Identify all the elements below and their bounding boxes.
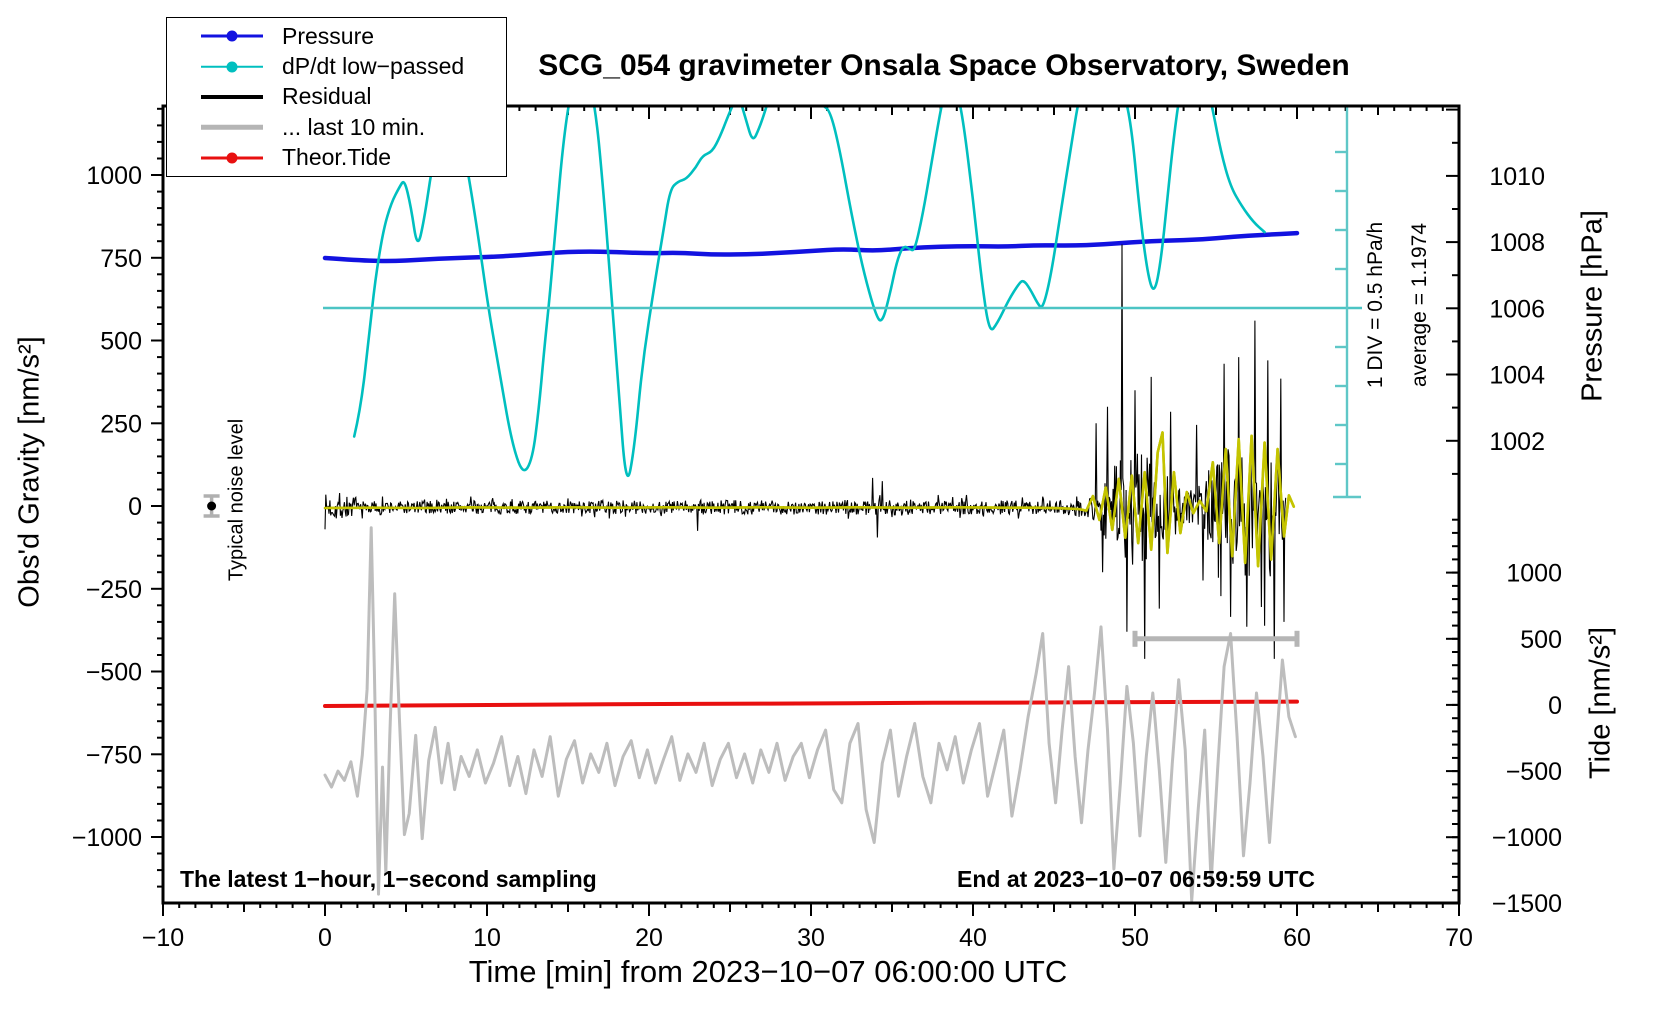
legend-sample-line bbox=[201, 90, 263, 104]
legend-sample-line bbox=[201, 151, 263, 165]
x-tick-label: 0 bbox=[318, 924, 332, 952]
end-time-note: End at 2023−10−07 06:59:59 UTC bbox=[957, 866, 1315, 892]
x-tick-label: 30 bbox=[797, 924, 825, 952]
legend-item: Pressure bbox=[167, 22, 506, 50]
legend-item-label: Pressure bbox=[282, 22, 375, 49]
gravity-axis-title: Obs'd Gravity [nm/s²] bbox=[13, 336, 46, 608]
tide-tick-label: −500 bbox=[1506, 758, 1562, 786]
gravity-tick-label: 0 bbox=[128, 493, 142, 521]
legend-item: Residual bbox=[167, 83, 506, 111]
legend-item-label: ... last 10 min. bbox=[282, 113, 426, 140]
legend-item-label: Theor.Tide bbox=[282, 144, 392, 171]
legend-item: dP/dt low−passed bbox=[167, 53, 506, 81]
dpdt-axis bbox=[323, 106, 1362, 499]
legend-item-label: Residual bbox=[282, 83, 372, 110]
pressure-tick-label: 1002 bbox=[1489, 428, 1545, 456]
dpdt-div-note: 1 DIV = 0.5 hPa/h bbox=[1364, 221, 1387, 389]
series-residual bbox=[324, 244, 1287, 659]
pressure-tick-label: 1006 bbox=[1489, 295, 1545, 323]
tide-tick-label: −1000 bbox=[1492, 824, 1562, 852]
pressure-tick-label: 1008 bbox=[1489, 229, 1545, 257]
series-residual-core bbox=[324, 431, 1295, 568]
dpdt-average-note: average = 1.1974 bbox=[1408, 222, 1431, 388]
tide-tick-label: −1500 bbox=[1492, 890, 1562, 918]
series--last-10-min- bbox=[323, 526, 1297, 903]
gravity-tick-label: −250 bbox=[86, 576, 142, 604]
legend: Pressure dP/dt low−passed Residual ... last… bbox=[166, 17, 507, 177]
x-tick-label: 20 bbox=[635, 924, 663, 952]
gravity-tick-label: 250 bbox=[100, 410, 142, 438]
pressure-axis-title: Pressure [hPa] bbox=[1576, 210, 1609, 402]
legend-dot-icon bbox=[226, 30, 238, 42]
tide-tick-label: 500 bbox=[1520, 626, 1562, 654]
tick-labels: −10 0 10 20 30 40 50 60 70 1000 750 500 250 0 −250 −500… bbox=[72, 162, 1562, 952]
tide-axis-title: Tide [nm/s²] bbox=[1584, 626, 1617, 780]
typical-noise-label: Typical noise level bbox=[225, 418, 248, 582]
legend-dot-icon bbox=[226, 61, 238, 73]
page-title: SCG_054 gravimeter Onsala Space Observat… bbox=[538, 49, 1350, 82]
x-axis-title: Time [min] from 2023−10−07 06:00:00 UTC bbox=[468, 954, 1068, 989]
gravity-tick-label: 1000 bbox=[86, 162, 142, 190]
x-tick-label: 40 bbox=[959, 924, 987, 952]
x-tick-label: 50 bbox=[1121, 924, 1149, 952]
legend-item-label: dP/dt low−passed bbox=[282, 53, 465, 80]
gravity-tick-label: 750 bbox=[100, 245, 142, 273]
plot-frame bbox=[161, 104, 1461, 905]
sampling-note: The latest 1−hour, 1−second sampling bbox=[180, 866, 597, 892]
gravity-tick-label: −750 bbox=[86, 741, 142, 769]
x-tick-label: −10 bbox=[142, 924, 184, 952]
x-tick-label: 10 bbox=[473, 924, 501, 952]
series-dp-dt-low-passed bbox=[352, 106, 1266, 478]
legend-sample-line bbox=[201, 29, 263, 43]
typical-noise-marker bbox=[203, 494, 220, 518]
legend-dot-icon bbox=[226, 152, 238, 164]
pressure-tick-label: 1010 bbox=[1489, 163, 1545, 191]
legend-item: ... last 10 min. bbox=[167, 113, 506, 141]
tide-tick-label: 1000 bbox=[1506, 560, 1562, 588]
legend-sample-line bbox=[201, 60, 263, 74]
gravity-tick-label: −1000 bbox=[72, 824, 142, 852]
pressure-tick-label: 1004 bbox=[1489, 362, 1545, 390]
series-pressure bbox=[322, 230, 1300, 264]
gravity-tick-label: −500 bbox=[86, 659, 142, 687]
legend-item: Theor.Tide bbox=[167, 144, 506, 172]
legend-sample-line bbox=[201, 120, 263, 134]
gravity-tick-label: 500 bbox=[100, 328, 142, 356]
series-group bbox=[322, 106, 1300, 903]
x-tick-label: 60 bbox=[1283, 924, 1311, 952]
last-10-min-bar bbox=[1132, 630, 1300, 647]
tide-tick-label: 0 bbox=[1548, 692, 1562, 720]
x-tick-label: 70 bbox=[1445, 924, 1473, 952]
